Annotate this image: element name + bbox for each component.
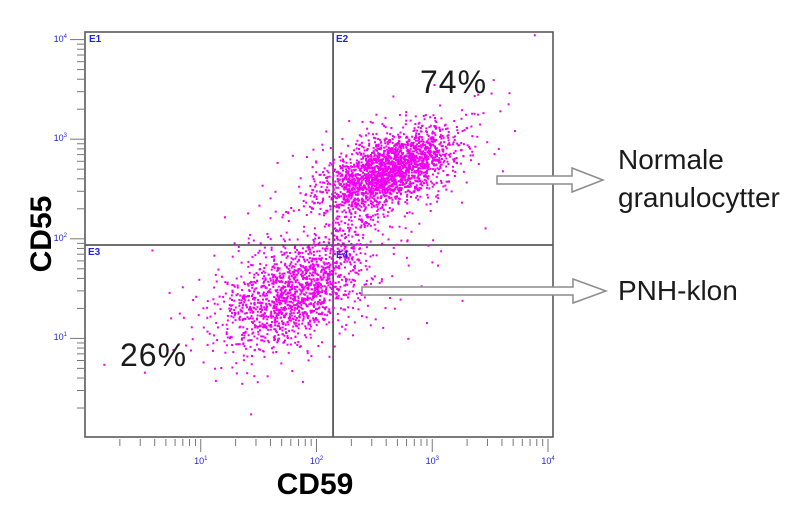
x-axis-title: CD59 — [276, 468, 354, 501]
x-tick-label: 101 — [194, 456, 208, 466]
quadrant-label-e2: E2 — [336, 34, 349, 45]
quadrant-lines — [85, 32, 553, 437]
y-tick-label: 104 — [53, 33, 67, 44]
callout-normal-granulocytes: Normale granulocytter — [618, 144, 780, 214]
quadrant-label-e1: E1 — [89, 34, 102, 45]
plot-border — [84, 31, 554, 438]
percent-pnh-population: 26% — [120, 337, 188, 373]
dot-field — [103, 34, 536, 416]
quadrant-label-e4: E4 — [336, 250, 349, 261]
axis-ticks — [70, 39, 549, 452]
quadrant-label-e3: E3 — [88, 247, 101, 258]
x-tick-label: 104 — [541, 456, 555, 466]
x-tick-label: 103 — [425, 456, 439, 466]
arrow-normal-granulocytes — [496, 166, 606, 194]
percent-normal-population: 74% — [420, 64, 488, 100]
arrow-pnh-clone — [361, 277, 609, 305]
callout-pnh-clone: PNH-klon — [618, 275, 738, 306]
y-tick-label: 101 — [53, 332, 67, 343]
y-tick-label: 102 — [53, 232, 67, 243]
x-tick-label: 102 — [309, 456, 324, 466]
y-tick-label: 103 — [53, 133, 67, 144]
